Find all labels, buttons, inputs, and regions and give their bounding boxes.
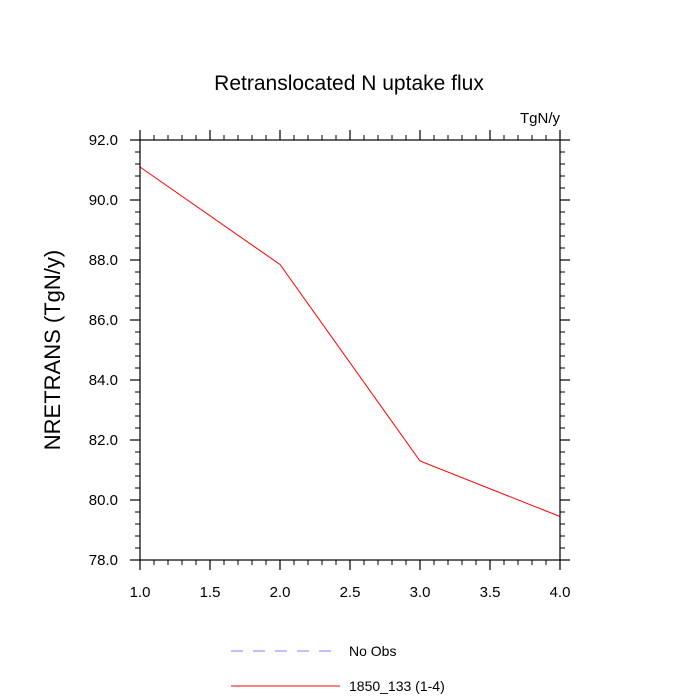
x-tick-label: 3.0 <box>410 584 431 601</box>
series-line <box>139 166 561 517</box>
x-tick-label: 3.5 <box>480 584 501 601</box>
y-tick-label: 80.0 <box>89 492 118 509</box>
y-tick-label: 90.0 <box>89 192 118 209</box>
series-lines <box>139 166 561 517</box>
legend-label: No Obs <box>349 643 396 659</box>
x-tick-label: 2.0 <box>270 584 291 601</box>
major-ticks <box>130 130 570 570</box>
y-tick-label: 82.0 <box>89 432 118 449</box>
chart-title: Retranslocated N uptake flux <box>214 72 484 95</box>
y-tick-label: 88.0 <box>89 252 118 269</box>
x-tick-labels: 1.0 1.5 2.0 2.5 3.0 3.5 4.0 <box>130 584 571 601</box>
units-label: TgN/y <box>520 110 561 127</box>
x-tick-label: 1.5 <box>200 584 221 601</box>
y-tick-label: 92.0 <box>89 132 118 149</box>
y-tick-label: 78.0 <box>89 552 118 569</box>
legend: No Obs 1850_133 (1-4) <box>231 643 445 694</box>
y-axis-label: NRETRANS (TgN/y) <box>40 250 65 450</box>
y-tick-labels: 78.0 80.0 82.0 84.0 86.0 88.0 90.0 92.0 <box>89 132 118 569</box>
plot-frame <box>139 139 561 561</box>
x-tick-label: 4.0 <box>550 584 571 601</box>
legend-label: 1850_133 (1-4) <box>349 678 445 694</box>
y-tick-label: 86.0 <box>89 312 118 329</box>
minor-ticks <box>135 135 565 565</box>
x-tick-label: 1.0 <box>130 584 151 601</box>
y-tick-label: 84.0 <box>89 372 118 389</box>
x-tick-label: 2.5 <box>340 584 361 601</box>
